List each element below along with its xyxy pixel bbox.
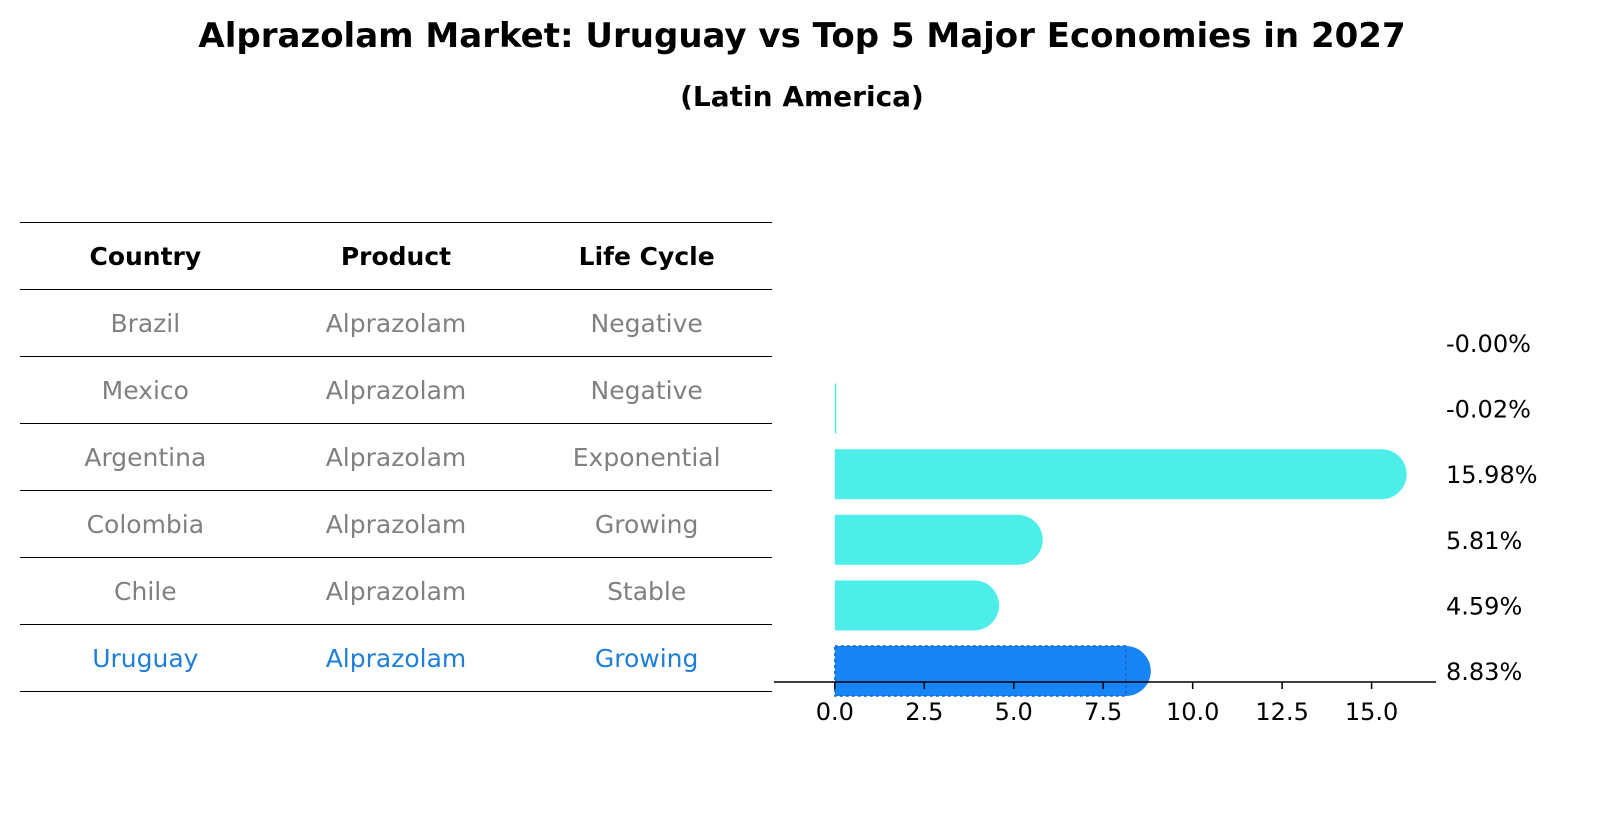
header-country: Country [20, 222, 271, 290]
cell-life-cycle: Stable [521, 557, 772, 625]
cell-country: Brazil [20, 289, 271, 357]
cell-life-cycle: Negative [521, 356, 772, 424]
x-tick-label: 15.0 [1345, 698, 1398, 726]
bar [834, 514, 1043, 565]
cell-country: Mexico [20, 356, 271, 424]
cell-product: Alprazolam [270, 289, 522, 357]
cell-country: Argentina [20, 423, 271, 491]
table-row: Chile Alprazolam Stable [20, 557, 772, 625]
bar [834, 580, 1000, 631]
chart-subtitle: (Latin America) [680, 80, 924, 113]
cell-product: Alprazolam [270, 490, 522, 558]
value-label: -0.02% [1446, 396, 1531, 424]
cell-country: Colombia [20, 490, 271, 558]
bar [834, 449, 1407, 500]
value-label: 8.83% [1446, 658, 1522, 686]
table-row: Argentina Alprazolam Exponential [20, 423, 772, 491]
cell-product: Alprazolam [270, 624, 522, 692]
cell-product: Alprazolam [270, 356, 522, 424]
table-row: Colombia Alprazolam Growing [20, 490, 772, 558]
country-table: Country Product Life Cycle Brazil Alpraz… [20, 222, 772, 692]
x-tick-label: 5.0 [995, 698, 1033, 726]
bar [834, 383, 837, 434]
cell-life-cycle: Growing [521, 490, 772, 558]
cell-country: Uruguay [20, 624, 271, 692]
cell-life-cycle: Growing [521, 624, 772, 692]
value-label: 4.59% [1446, 592, 1522, 620]
table-row: Brazil Alprazolam Negative [20, 289, 772, 357]
cell-product: Alprazolam [270, 557, 522, 625]
x-tick-label: 7.5 [1084, 698, 1122, 726]
chart-title: Alprazolam Market: Uruguay vs Top 5 Majo… [198, 16, 1406, 56]
cell-country: Chile [20, 557, 271, 625]
header-life-cycle: Life Cycle [521, 222, 772, 290]
x-tick-label: 10.0 [1166, 698, 1219, 726]
table-row-highlight: Uruguay Alprazolam Growing [20, 624, 772, 692]
header-product: Product [270, 222, 522, 290]
bar-chart: -0.00% -0.02% 15.98% 5.81% 4.59% 8.83% 0.0 2.5 5… [774, 330, 1538, 726]
value-label: 5.81% [1446, 527, 1522, 555]
value-label: 15.98% [1446, 461, 1538, 489]
table-header-row: Country Product Life Cycle [20, 222, 772, 290]
x-tick-label: 0.0 [816, 698, 854, 726]
cell-product: Alprazolam [270, 423, 522, 491]
value-label: -0.00% [1446, 330, 1531, 358]
cell-life-cycle: Exponential [521, 423, 772, 491]
x-tick-label: 12.5 [1255, 698, 1308, 726]
bar [834, 645, 1151, 697]
cell-life-cycle: Negative [521, 289, 772, 357]
x-tick-label: 2.5 [905, 698, 943, 726]
table-row: Mexico Alprazolam Negative [20, 356, 772, 424]
